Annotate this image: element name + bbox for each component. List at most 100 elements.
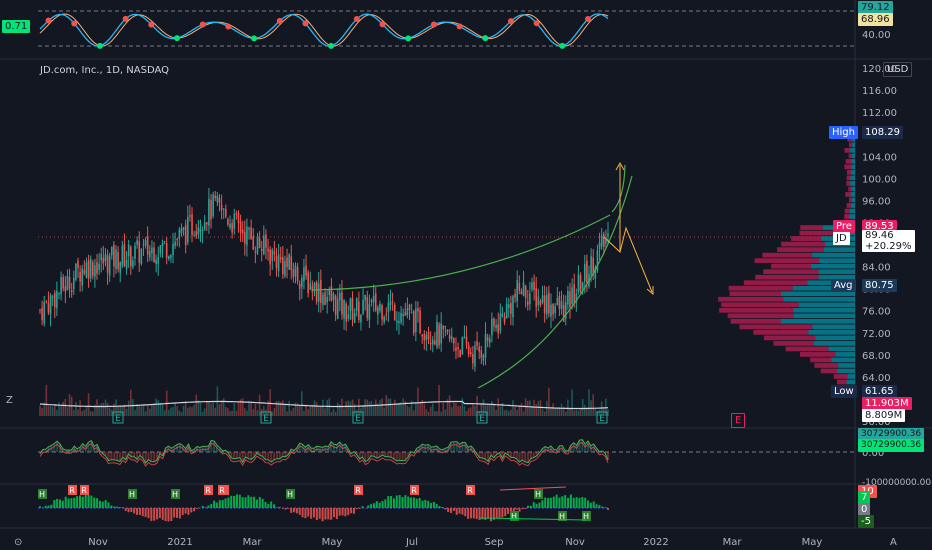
volume-bar xyxy=(526,400,529,416)
candle-body xyxy=(241,229,244,234)
resistance-marker xyxy=(204,485,213,495)
osc-bar xyxy=(215,502,218,508)
osc-bar xyxy=(352,508,355,514)
volume-bar xyxy=(516,409,519,416)
volume-bar xyxy=(469,407,472,416)
jd-change: +20.29% xyxy=(865,241,912,252)
candle-body xyxy=(427,332,430,340)
macd-bar xyxy=(267,452,270,460)
cup-base-curve[interactable] xyxy=(477,175,633,389)
osc-bar xyxy=(238,494,241,508)
osc-bar xyxy=(549,497,552,508)
projection-down-line[interactable] xyxy=(603,226,653,293)
osc-bar xyxy=(458,508,461,514)
candle-body xyxy=(482,354,485,361)
osc-bar xyxy=(392,498,395,508)
osc-bar xyxy=(96,498,99,508)
volume-bar xyxy=(163,410,166,416)
macd-bar xyxy=(398,452,401,461)
scale-z-label: Z xyxy=(6,395,13,406)
volume-bar xyxy=(56,410,58,416)
osc-bar xyxy=(101,501,104,508)
cup-rise-curve[interactable] xyxy=(611,164,626,213)
volume-bar xyxy=(320,406,322,416)
profile-sell-bar xyxy=(762,252,813,258)
macd-bar xyxy=(364,452,367,462)
candle-body xyxy=(184,224,187,245)
macd-bar xyxy=(321,447,324,452)
macd-bar xyxy=(455,441,458,452)
volume-bar xyxy=(554,409,557,416)
candle-body xyxy=(531,282,533,290)
goto-start-icon[interactable]: ⊙ xyxy=(14,537,22,548)
osc-bar xyxy=(524,508,527,509)
candle-body xyxy=(393,304,396,321)
candle-body xyxy=(307,272,309,294)
volume-bar xyxy=(478,410,480,416)
osc-bar xyxy=(104,500,107,508)
candle-body xyxy=(195,231,198,236)
candle-body xyxy=(554,306,557,313)
osc-bar xyxy=(184,508,187,514)
cup-rim-line[interactable] xyxy=(311,214,611,291)
candle-body xyxy=(159,245,162,254)
profile-sell-bar xyxy=(755,274,819,280)
osc-bar xyxy=(338,508,341,516)
macd-bar xyxy=(150,452,153,462)
volume-bar xyxy=(199,402,202,416)
osc-bar xyxy=(430,502,433,508)
candle-body xyxy=(212,194,214,217)
support-marker xyxy=(582,511,591,521)
macd-bar xyxy=(81,443,84,452)
candle-body xyxy=(248,227,250,230)
candle-body xyxy=(537,296,540,305)
volume-bar xyxy=(537,401,540,416)
macd-signal-line xyxy=(39,442,609,467)
volume-bar xyxy=(324,408,326,416)
profile-sell-bar xyxy=(810,357,832,363)
candle-body xyxy=(315,282,318,302)
volume-bar xyxy=(142,405,145,416)
candle-body xyxy=(491,318,493,336)
candle-body xyxy=(165,243,168,258)
macd-bar xyxy=(281,452,284,457)
signal-label: H xyxy=(559,512,565,521)
candle-body xyxy=(400,313,402,323)
profile-buy-bar xyxy=(849,208,855,214)
candle-body xyxy=(463,336,466,339)
volume-bar xyxy=(438,384,440,416)
auto-scale-button[interactable]: A xyxy=(890,537,897,548)
osc-bar xyxy=(67,498,70,508)
price-tick-label: 76.00 xyxy=(862,307,891,318)
profile-sell-bar xyxy=(848,186,852,192)
candle-body xyxy=(370,299,373,302)
stoch-k-tag: 79.12 xyxy=(858,1,893,14)
jd-price-tag: 89.46 +20.29% xyxy=(862,230,915,252)
candle-body xyxy=(410,312,413,314)
profile-sell-bar xyxy=(833,374,848,379)
time-axis[interactable]: Nov 2021 Mar May Jul Sep Nov 2022 Mar May xyxy=(88,537,822,548)
macd-bar xyxy=(313,448,316,452)
volume-bar xyxy=(269,389,271,416)
time-tick-label: Jul xyxy=(405,537,418,548)
volume-bar xyxy=(174,403,176,416)
profile-sell-bar xyxy=(743,280,808,286)
osc-bar xyxy=(412,497,415,508)
candle-body xyxy=(180,228,183,234)
stoch-signal-dot xyxy=(559,42,566,49)
volume-bar xyxy=(81,411,84,416)
profile-sell-bar xyxy=(847,136,853,142)
osc-bar xyxy=(73,497,76,508)
volume-bar xyxy=(474,405,476,416)
osc-bar xyxy=(475,508,478,519)
osc-bar xyxy=(335,508,338,520)
future-earnings-marker[interactable]: E xyxy=(731,413,746,428)
currency-button[interactable]: USD xyxy=(883,62,913,77)
candle-body xyxy=(258,238,261,249)
candle-body xyxy=(303,267,305,282)
volume-bar xyxy=(571,389,573,416)
osc-bar xyxy=(90,495,93,508)
candle-body xyxy=(472,354,474,364)
